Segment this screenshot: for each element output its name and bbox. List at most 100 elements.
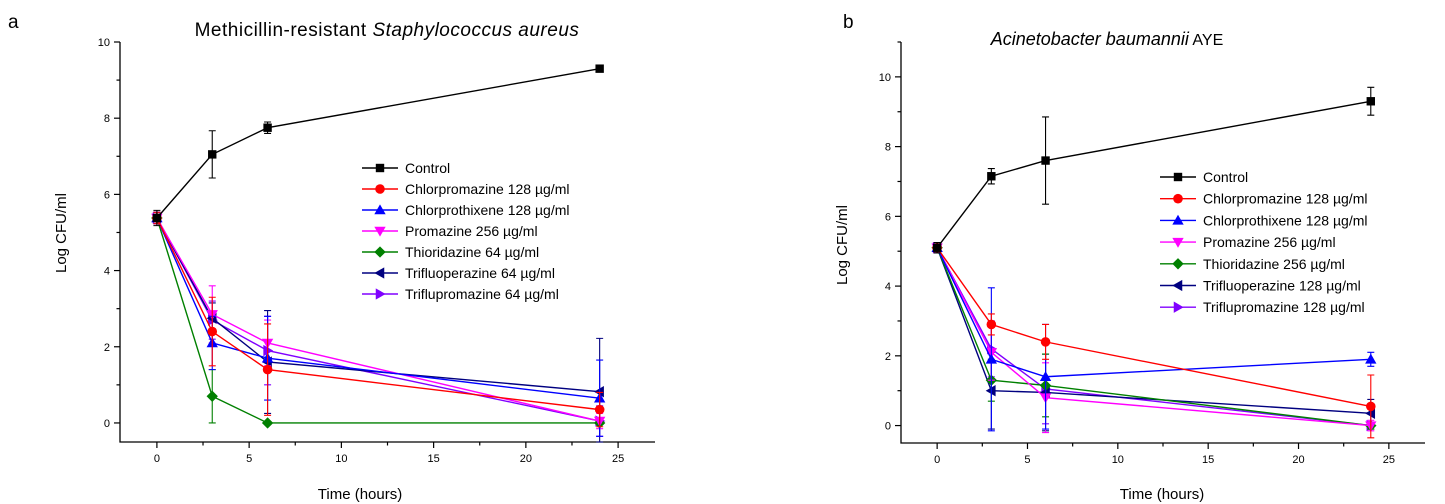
chart-panel-a: a Methicillin-resistant Staphylococcus a… [8, 12, 655, 503]
legend-marker [374, 246, 386, 258]
data-point [262, 364, 273, 375]
y-tick-label: 6 [885, 211, 891, 223]
data-point [1365, 353, 1377, 364]
data-point [987, 172, 996, 181]
data-point [1040, 337, 1051, 347]
data-point [1041, 156, 1050, 165]
legend-marker [375, 288, 386, 300]
legend-marker [1173, 301, 1184, 313]
legend-item-promazine-256-g-ml: Promazine 256 µg/ml [362, 223, 538, 239]
data-point [1039, 371, 1052, 382]
legend-item-triflupromazine-64-g-ml: Triflupromazine 64 µg/ml [362, 286, 559, 302]
series-line [156, 217, 600, 411]
series-line [156, 217, 600, 393]
legend-marker [1172, 279, 1183, 292]
x-axis-title-a: Time (hours) [318, 486, 402, 503]
legend-label: Trifluoperazine 128 µg/ml [1203, 278, 1361, 294]
y-tick-label: 4 [885, 281, 891, 293]
legend-label: Chlorprothixene 128 µg/ml [1203, 212, 1368, 228]
chart-title-a: Methicillin-resistant Staphylococcus aur… [195, 20, 580, 41]
data-point [1365, 401, 1376, 412]
y-tick-label: 0 [104, 418, 110, 430]
legend-marker [1173, 172, 1183, 182]
legend-marker [374, 226, 386, 237]
x-tick-label: 0 [154, 453, 160, 465]
legend-label: Control [1203, 169, 1248, 185]
legend-label: Trifluoperazine 64 µg/ml [405, 265, 555, 281]
legend-label: Control [405, 160, 450, 176]
data-point [593, 386, 604, 398]
legend-marker [375, 163, 385, 173]
legend-item-chlorpromazine-128-g-ml: Chlorpromazine 128 µg/ml [1160, 191, 1367, 207]
y-tick-label: 6 [104, 189, 110, 201]
legend-marker [1172, 237, 1184, 248]
legend-item-chlorprothixene-128-g-ml: Chlorprothixene 128 µg/ml [1160, 212, 1368, 228]
legend-label: Chlorpromazine 128 µg/ml [1203, 191, 1367, 207]
x-tick-label: 0 [934, 454, 940, 466]
legend-label: Thioridazine 64 µg/ml [405, 244, 539, 260]
legend-label: Chlorpromazine 128 µg/ml [405, 181, 569, 197]
data-point [207, 326, 218, 337]
y-tick-label: 8 [885, 142, 891, 154]
data-point [208, 150, 217, 159]
y-tick-label: 0 [885, 421, 891, 433]
x-tick-label: 20 [520, 453, 532, 465]
panel-label-b: b [843, 12, 854, 33]
x-tick-label: 10 [1112, 454, 1124, 466]
x-tick-label: 25 [612, 453, 624, 465]
legend-marker [1173, 193, 1183, 204]
data-point [206, 390, 218, 402]
legend-label: Thioridazine 256 µg/ml [1203, 256, 1345, 272]
x-tick-label: 5 [1024, 454, 1030, 466]
legend-marker [1172, 258, 1184, 270]
legend-marker [374, 267, 385, 279]
plot-area-a: 0 5 10 15 20 25 0 2 4 6 8 10 Control Chlorpromazine 1… [98, 37, 655, 465]
legend-item-control: Control [362, 160, 450, 176]
data-point [263, 123, 272, 132]
axis-frame [119, 42, 655, 443]
data-point [595, 64, 604, 73]
panel-label-a: a [8, 12, 19, 33]
y-axis-title-a: Log CFU/ml [53, 193, 70, 273]
series-line [156, 217, 600, 424]
chart-panel-b: b Acinetobacter baumannii AYE Log CFU/ml… [834, 12, 1425, 503]
x-tick-label: 25 [1383, 454, 1395, 466]
y-axis-title-b: Log CFU/ml [834, 205, 851, 285]
series-line [936, 247, 1371, 427]
legend-label: Promazine 256 µg/ml [1203, 234, 1336, 250]
data-point [1366, 97, 1375, 106]
x-tick-label: 5 [246, 453, 252, 465]
y-tick-label: 8 [104, 113, 110, 125]
x-axis-title-b: Time (hours) [1120, 486, 1204, 503]
x-tick-label: 20 [1292, 454, 1304, 466]
legend-marker [1172, 214, 1184, 225]
legend: Control Chlorpromazine 128 µg/ml Chlorprot… [362, 160, 570, 302]
x-tick-label: 10 [335, 453, 347, 465]
legend-item-chlorpromazine-128-g-ml: Chlorpromazine 128 µg/ml [362, 181, 569, 197]
legend: Control Chlorpromazine 128 µg/ml Chlorprot… [1160, 169, 1368, 315]
legend-label: Triflupromazine 128 µg/ml [1203, 299, 1365, 315]
data-point [594, 404, 605, 415]
y-tick-label: 10 [879, 72, 891, 84]
legend-item-thioridazine-256-g-ml: Thioridazine 256 µg/ml [1160, 256, 1345, 272]
legend-item-chlorprothixene-128-g-ml: Chlorprothixene 128 µg/ml [362, 202, 570, 218]
legend-marker [374, 204, 386, 215]
y-tick-label: 4 [104, 266, 110, 278]
series-line [936, 247, 1371, 408]
data-point [263, 344, 274, 357]
y-tick-label: 2 [885, 351, 891, 363]
data-point [985, 353, 998, 364]
chart-title-b: Acinetobacter baumannii AYE [990, 29, 1224, 49]
legend-item-promazine-256-g-ml: Promazine 256 µg/ml [1160, 234, 1336, 250]
series-line [156, 67, 600, 219]
y-tick-label: 10 [98, 37, 110, 49]
legend-item-control: Control [1160, 169, 1248, 185]
data-point [985, 385, 996, 397]
legend-item-thioridazine-64-g-ml: Thioridazine 64 µg/ml [362, 244, 539, 260]
series-line [936, 247, 1371, 378]
legend-marker [375, 184, 385, 194]
legend-label: Promazine 256 µg/ml [405, 223, 538, 239]
series-line [936, 247, 1371, 427]
series-line [936, 100, 1371, 249]
